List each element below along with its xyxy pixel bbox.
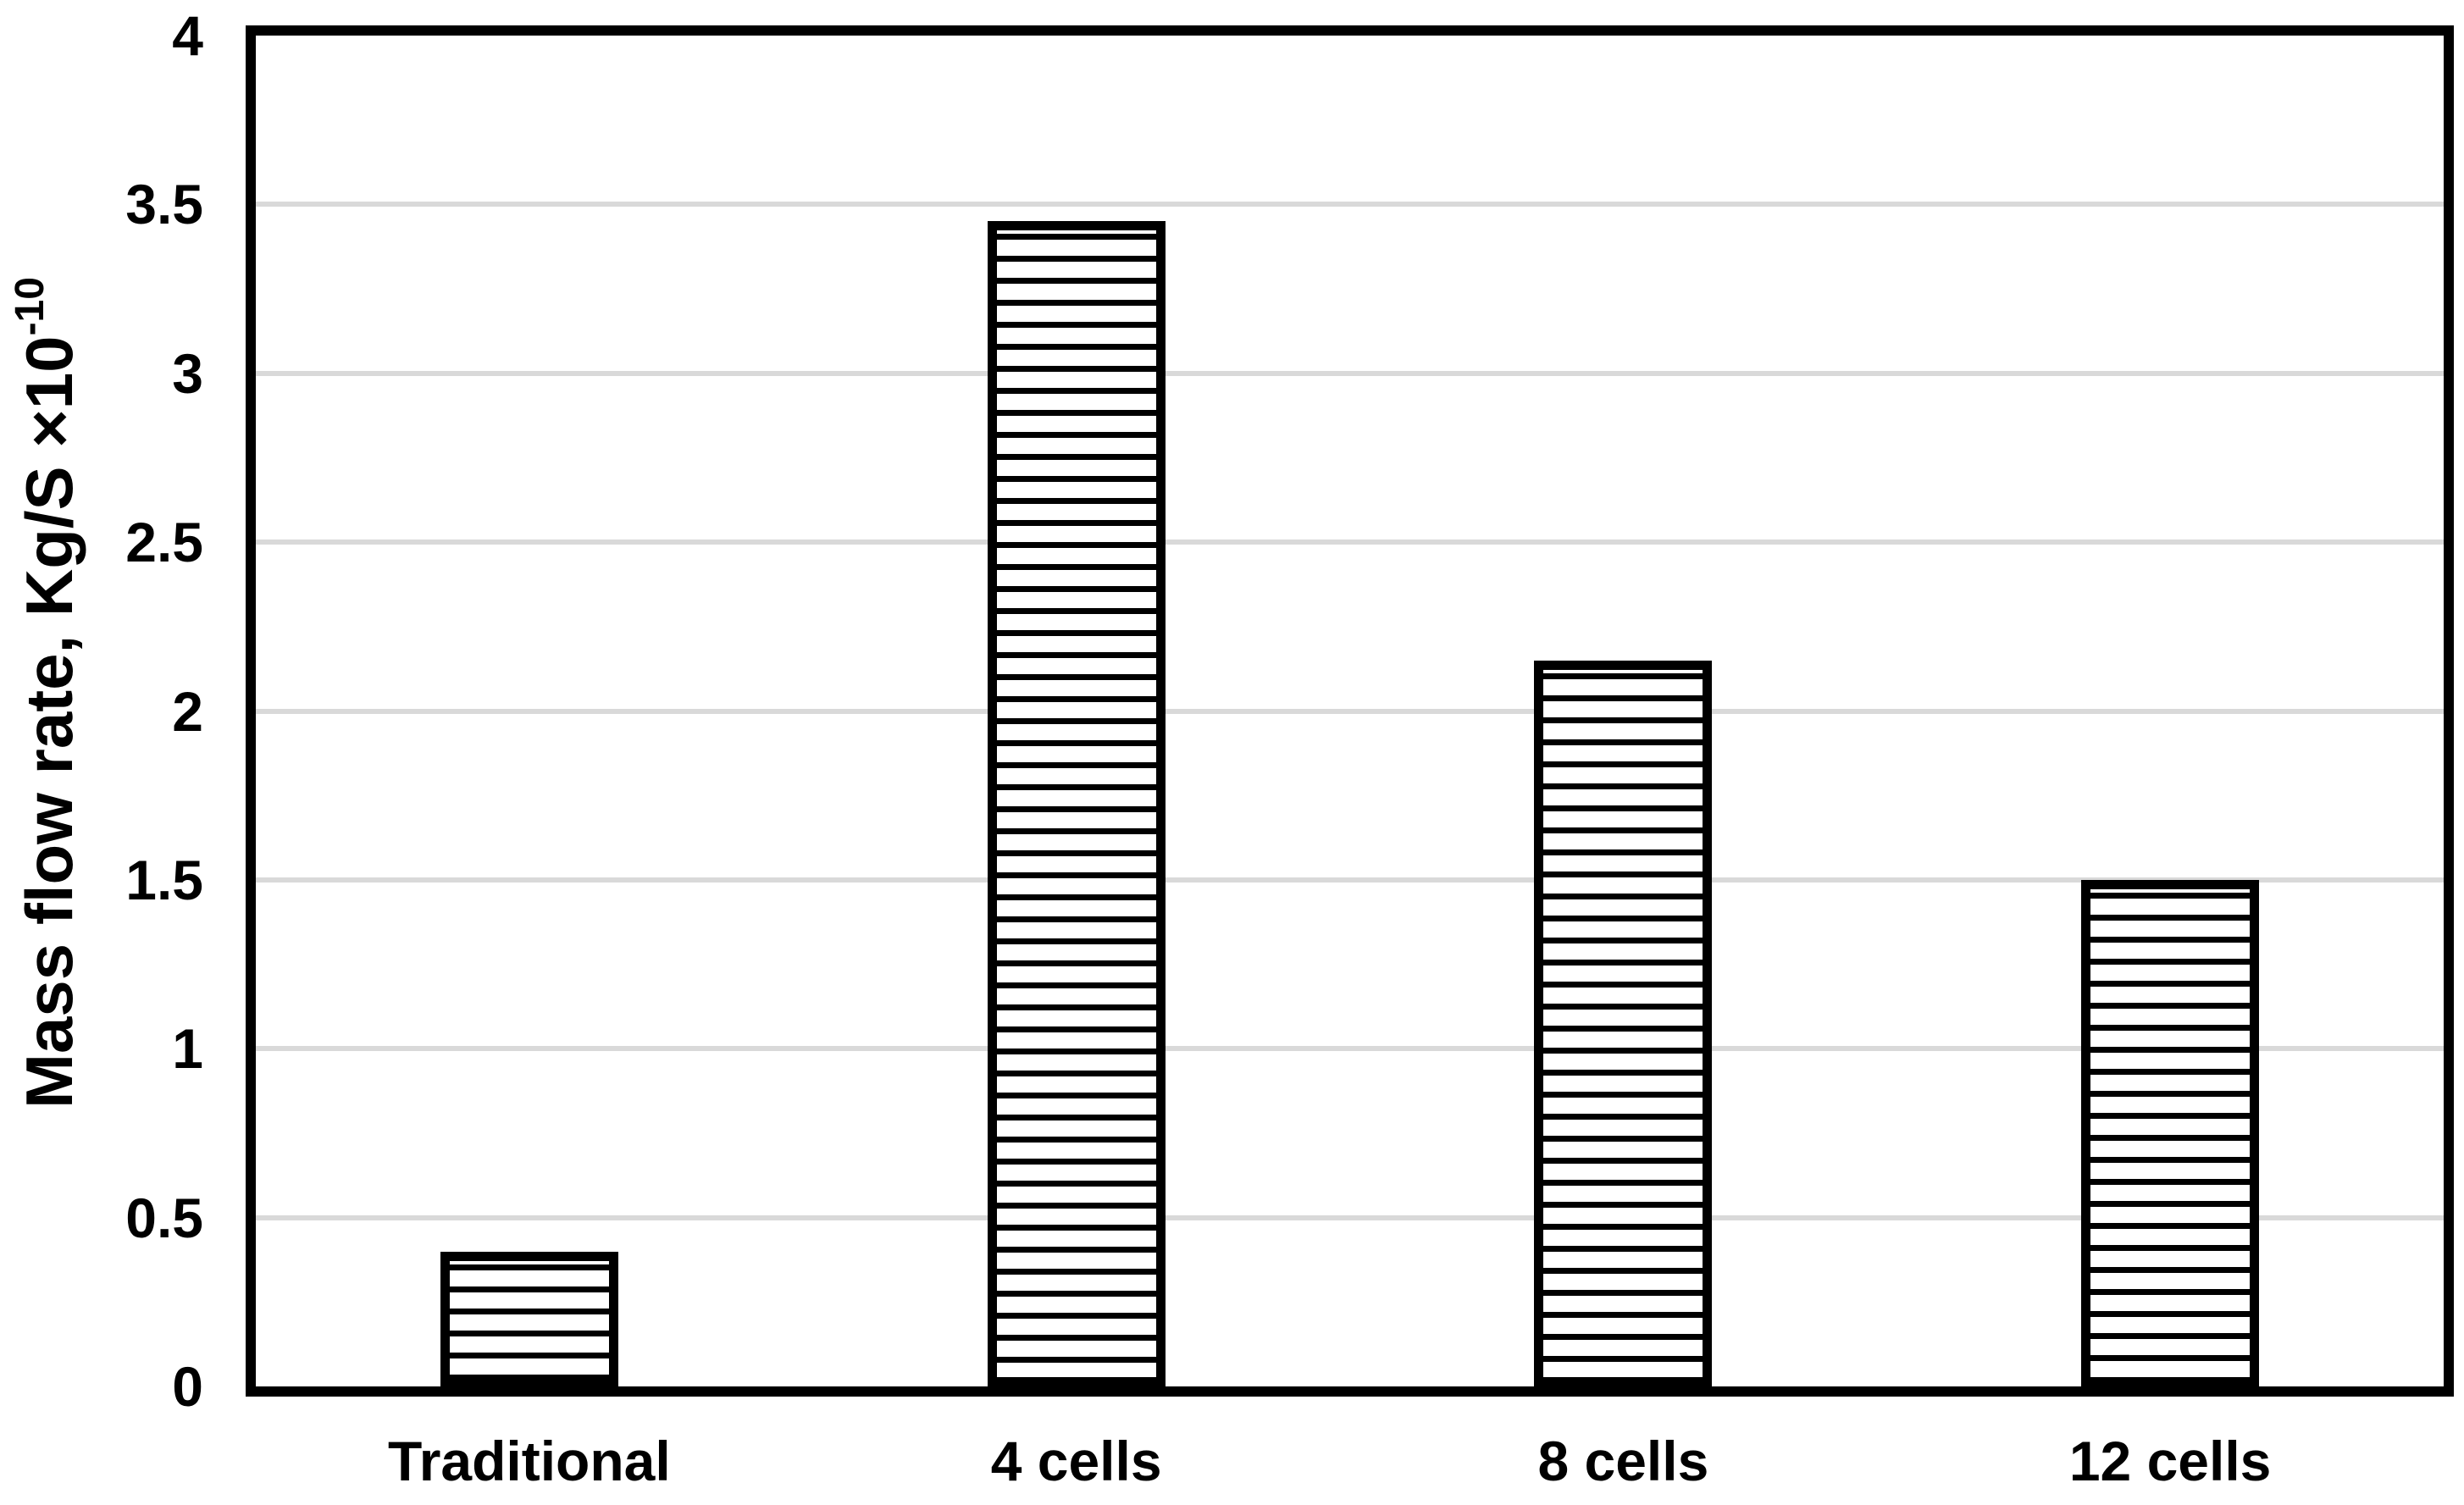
gridline (256, 877, 2444, 883)
y-axis-tick-label: 1 (172, 1017, 203, 1081)
y-axis-tick-label: 4 (172, 4, 203, 67)
y-axis-tick-label: 0 (172, 1355, 203, 1418)
gridline (256, 708, 2444, 714)
gridline (256, 1046, 2444, 1052)
bar (987, 221, 1166, 1386)
y-axis-tick-label: 3.5 (125, 173, 203, 236)
x-axis-category-label: 4 cells (990, 1430, 1162, 1492)
y-axis-title-superscript: -10 (7, 277, 53, 336)
gridline (256, 1215, 2444, 1220)
y-axis-tick-label: 1.5 (125, 848, 203, 911)
y-axis-tick-label: 2.5 (125, 511, 203, 574)
x-axis-category-label: 8 cells (1537, 1430, 1709, 1492)
bar (1534, 660, 1713, 1386)
x-axis-category-label: Traditional (388, 1430, 671, 1492)
y-axis-tick-label: 2 (172, 679, 203, 743)
bar (2081, 879, 2260, 1386)
gridline (256, 202, 2444, 207)
gridline (256, 370, 2444, 376)
gridline (256, 539, 2444, 545)
x-axis-category-label: 12 cells (2068, 1430, 2272, 1492)
y-axis-tick-label: 0.5 (125, 1186, 203, 1249)
y-axis-tick-label: 3 (172, 341, 203, 405)
bar (440, 1251, 618, 1386)
